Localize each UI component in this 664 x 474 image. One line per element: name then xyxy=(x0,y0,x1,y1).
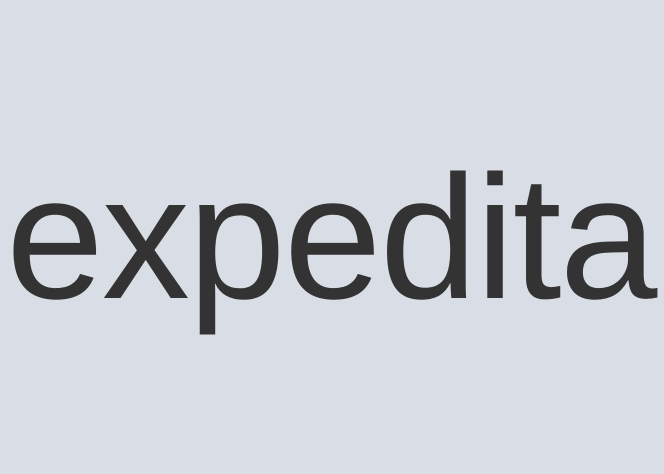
display-word: expedita xyxy=(6,140,657,336)
